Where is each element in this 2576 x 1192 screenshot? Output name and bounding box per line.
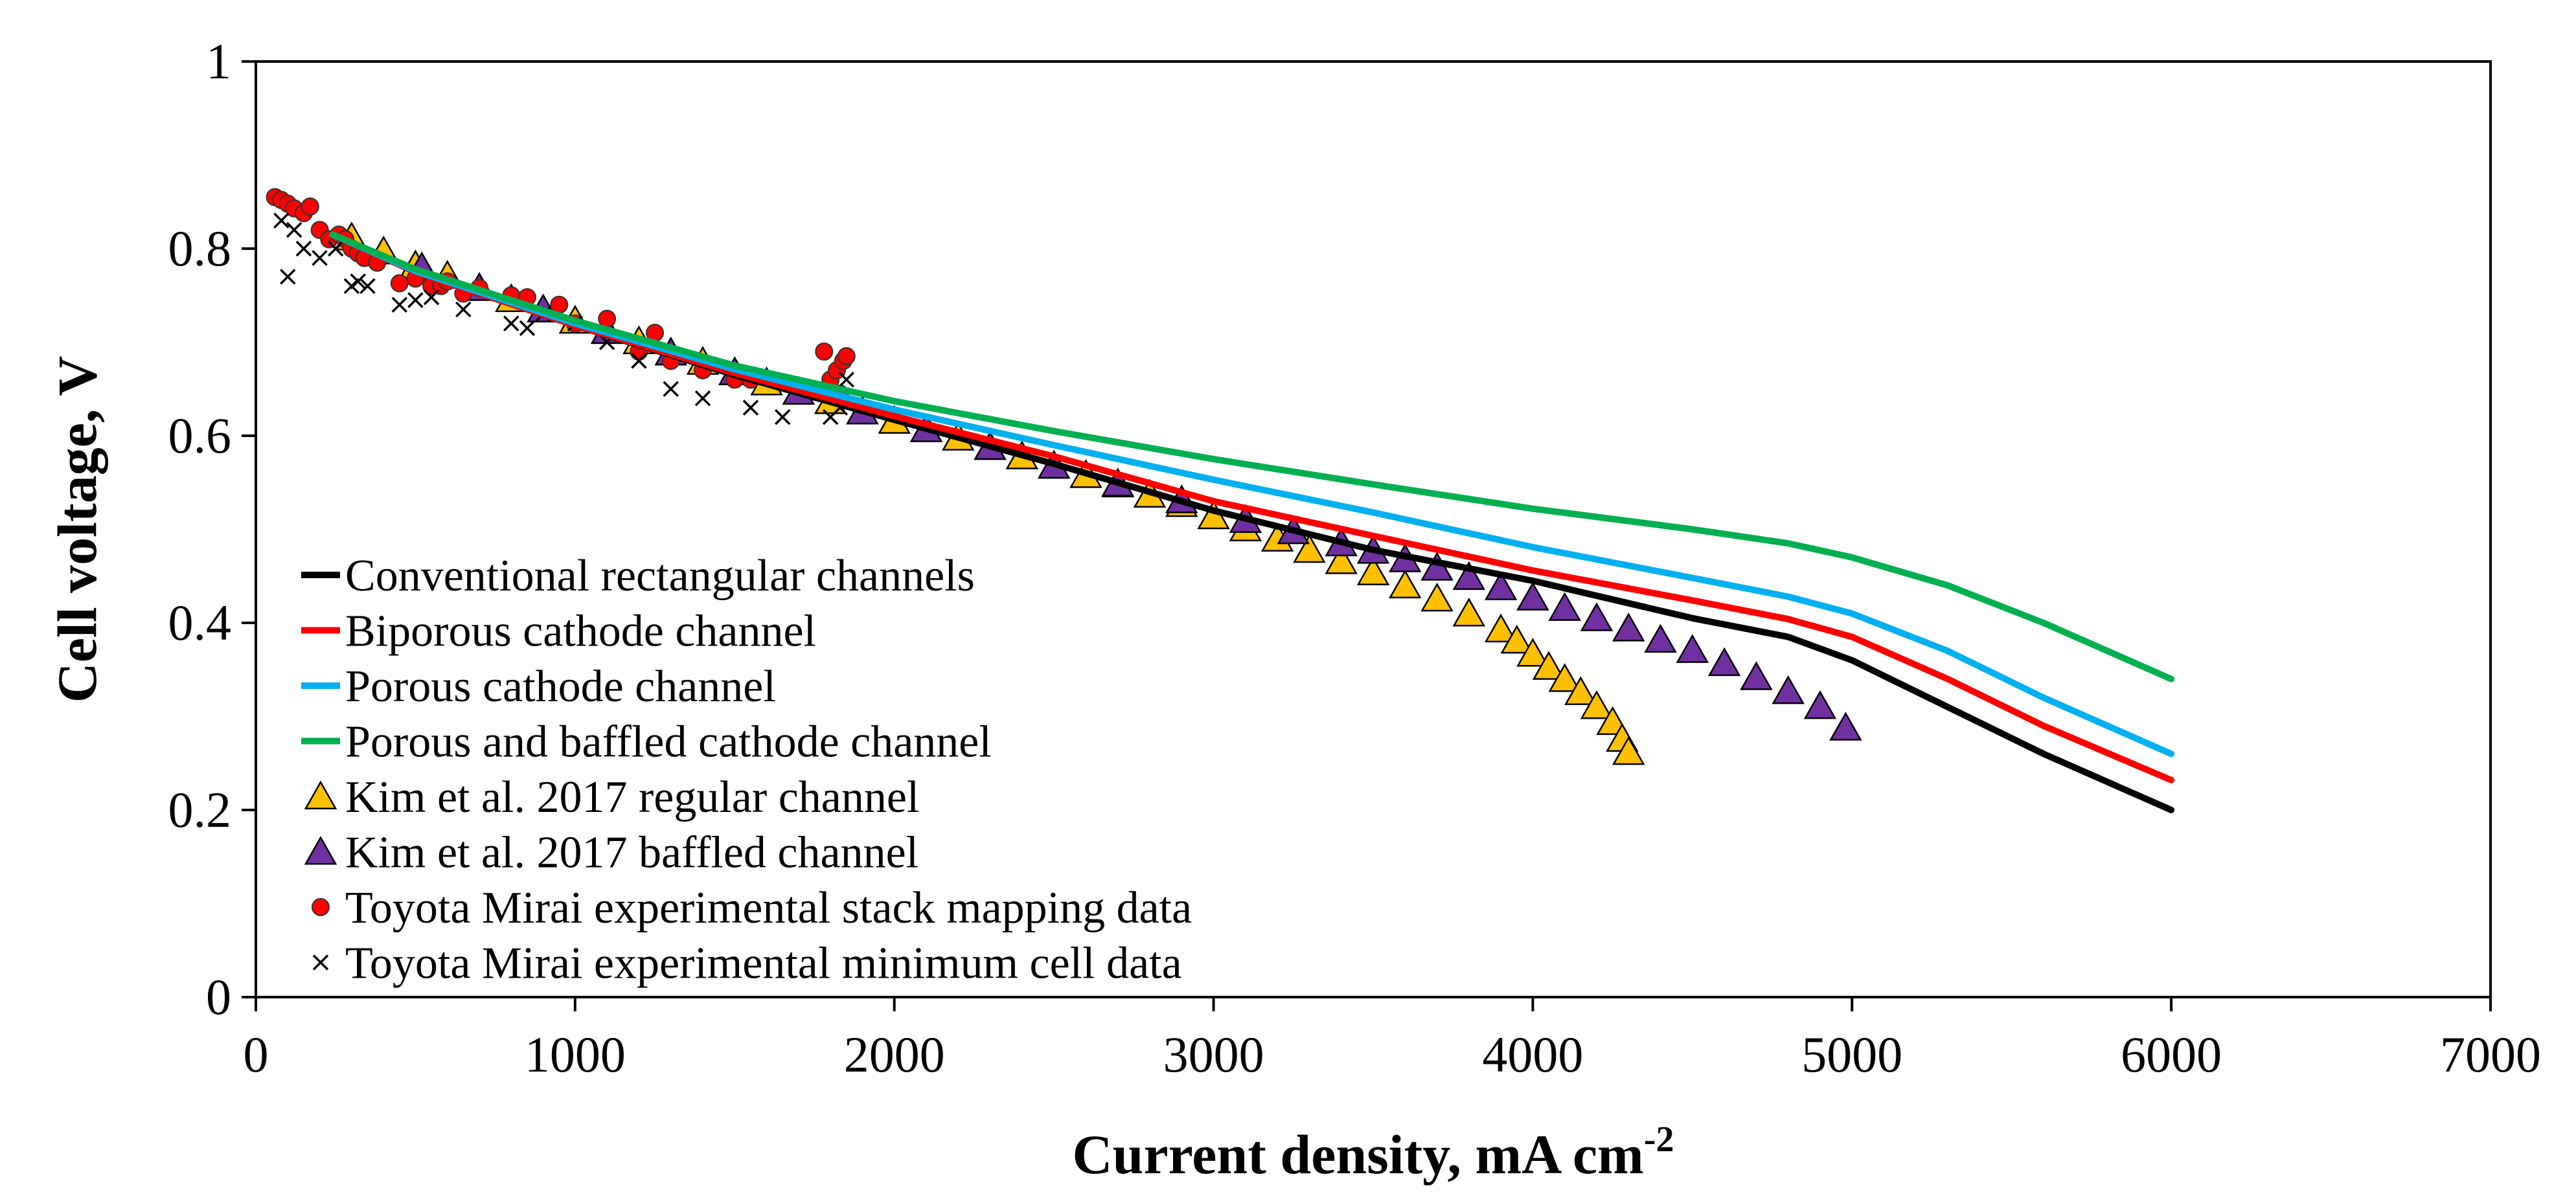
data-point bbox=[1452, 598, 1486, 627]
data-point bbox=[280, 269, 296, 285]
data-point bbox=[423, 289, 440, 306]
y-axis-title: Cell voltage, V bbox=[46, 356, 108, 703]
legend-label: Porous cathode channel bbox=[345, 662, 776, 712]
legend-label: Kim et al. 2017 baffled channel bbox=[345, 828, 918, 878]
data-point bbox=[1500, 624, 1534, 654]
x-tick-label: 0 bbox=[244, 1026, 269, 1083]
legend-item-porous-cathode-channel: Porous cathode channel bbox=[301, 662, 776, 712]
legend-label: Conventional rectangular channels bbox=[345, 551, 975, 601]
data-point bbox=[390, 274, 409, 293]
data-point bbox=[1644, 624, 1677, 653]
data-point bbox=[1676, 634, 1709, 663]
data-point bbox=[1356, 556, 1390, 585]
data-point bbox=[742, 399, 759, 416]
data-point bbox=[301, 197, 319, 216]
data-point bbox=[1389, 569, 1422, 599]
y-tick-label: 0.2 bbox=[168, 782, 232, 838]
data-point bbox=[312, 250, 328, 266]
legend-item-toyota-mirai-experimental-minimum-cell-data: Toyota Mirai experimental minimum cell d… bbox=[312, 939, 1182, 989]
legend: Conventional rectangular channels Biporou… bbox=[301, 551, 1192, 989]
legend-item-kim-et-al-2017-regular-channel: Kim et al. 2017 regular channel bbox=[304, 772, 919, 822]
x-tick-label: 5000 bbox=[1801, 1026, 1902, 1083]
y-tick-label: 1 bbox=[206, 33, 231, 89]
data-point bbox=[838, 372, 855, 388]
x-tick-label: 6000 bbox=[2121, 1026, 2222, 1083]
axes-layer: 0 1000 2000 3000 4000 5000 6000 7000 0 0.2 0.4 0.6 0… bbox=[46, 33, 2541, 1186]
data-point bbox=[295, 240, 312, 257]
data-point bbox=[1580, 690, 1613, 719]
series-porous-and-baffled-cathode-channel bbox=[329, 231, 2175, 682]
x-tick-label: 2000 bbox=[844, 1026, 945, 1083]
legend-label: Biporous cathode channel bbox=[345, 607, 816, 657]
data-point bbox=[1612, 736, 1645, 765]
data-point bbox=[1516, 581, 1549, 611]
data-point bbox=[1325, 545, 1358, 574]
x-axis-title: Current density, mA cm-2 bbox=[1073, 1119, 1674, 1186]
y-tick-label: 0.6 bbox=[168, 407, 232, 464]
data-point bbox=[286, 221, 302, 238]
plot-area-border bbox=[255, 60, 2492, 998]
data-point bbox=[1564, 676, 1597, 705]
legend-swatch bbox=[304, 780, 337, 809]
legend-label: Toyota Mirai experimental stack mapping … bbox=[345, 883, 1192, 933]
data-point bbox=[1293, 534, 1326, 563]
x-tick-label: 7000 bbox=[2440, 1026, 2541, 1083]
legend-label: Porous and baffled cathode channel bbox=[345, 717, 992, 767]
data-point bbox=[391, 297, 408, 313]
data-point bbox=[1740, 661, 1773, 690]
data-point bbox=[774, 409, 791, 425]
data-point bbox=[1772, 675, 1805, 704]
legend-swatch bbox=[312, 954, 329, 971]
data-point bbox=[631, 353, 647, 369]
x-tick-label: 1000 bbox=[525, 1026, 626, 1083]
legend-label: Kim et al. 2017 regular channel bbox=[345, 772, 919, 822]
series-layer bbox=[266, 188, 2175, 813]
x-tick-label: 4000 bbox=[1482, 1026, 1583, 1083]
series-line-porous-and-baffled-cathode-channel bbox=[329, 231, 2175, 682]
legend-item-toyota-mirai-experimental-stack-mapping-data: Toyota Mirai experimental stack mapping … bbox=[312, 883, 1192, 933]
legend-label: Toyota Mirai experimental minimum cell d… bbox=[345, 939, 1182, 989]
data-point bbox=[1452, 561, 1486, 590]
data-point bbox=[519, 320, 536, 337]
data-point bbox=[694, 390, 711, 407]
data-point bbox=[1580, 602, 1613, 631]
data-point bbox=[815, 342, 834, 361]
data-point bbox=[1516, 638, 1549, 667]
data-point bbox=[1484, 571, 1518, 601]
x-tick-label: 3000 bbox=[1163, 1026, 1264, 1083]
legend-item-biporous-cathode-channel: Biporous cathode channel bbox=[301, 607, 816, 657]
legend-swatch bbox=[312, 898, 330, 916]
y-tick-label: 0 bbox=[206, 969, 231, 1025]
data-point bbox=[1612, 613, 1645, 642]
data-point bbox=[1548, 663, 1581, 692]
data-point bbox=[359, 278, 376, 295]
data-point bbox=[273, 212, 290, 229]
data-point bbox=[407, 292, 424, 308]
legend-item-kim-et-al-2017-baffled-channel: Kim et al. 2017 baffled channel bbox=[304, 828, 918, 878]
data-point bbox=[837, 347, 856, 366]
data-point bbox=[1420, 582, 1453, 612]
legend-item-porous-and-baffled-cathode-channel: Porous and baffled cathode channel bbox=[301, 717, 992, 767]
legend-swatch bbox=[304, 835, 337, 865]
data-point bbox=[503, 315, 519, 332]
data-point bbox=[663, 381, 679, 397]
y-tick-label: 0.4 bbox=[168, 594, 232, 651]
data-point bbox=[1829, 712, 1862, 741]
data-point bbox=[1532, 651, 1566, 680]
data-point bbox=[1548, 592, 1581, 621]
data-point bbox=[455, 301, 472, 318]
data-point bbox=[1484, 613, 1518, 643]
y-tick-label: 0.8 bbox=[168, 220, 232, 276]
data-point bbox=[350, 273, 366, 289]
legend-item-conventional-rectangular-channels: Conventional rectangular channels bbox=[301, 551, 975, 601]
data-point bbox=[327, 240, 344, 257]
x-axis-title-superscript: -2 bbox=[1644, 1119, 1674, 1160]
plot-frame bbox=[255, 60, 2492, 998]
data-point bbox=[1707, 647, 1741, 677]
data-point bbox=[1803, 690, 1837, 719]
